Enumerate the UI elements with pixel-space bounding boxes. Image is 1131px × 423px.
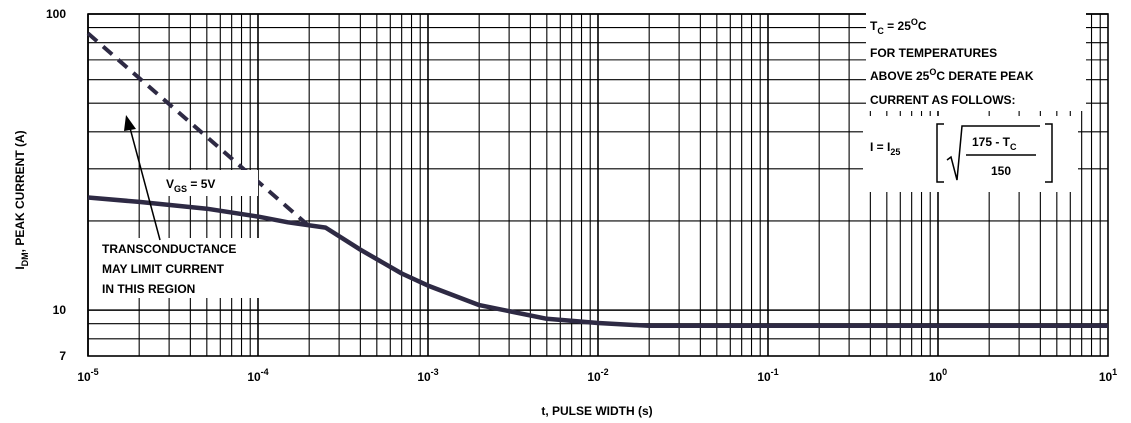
grid xyxy=(87,13,1109,357)
transconductance-note-bg xyxy=(98,238,288,298)
formula-bg xyxy=(863,116,1078,192)
formula-denominator: 150 xyxy=(991,164,1011,178)
formula-sqrt-sign xyxy=(946,125,1040,181)
y-tick-label: 10 xyxy=(53,303,67,317)
series-peak-current-line xyxy=(87,195,1108,329)
x-tick-label: 10-5 xyxy=(77,367,98,384)
y-tick-label: 100 xyxy=(46,7,66,21)
tick-labels: 10-5 10-4 10-3 10-2 10-1 100 101 100 10 7 xyxy=(46,7,1117,384)
series-dashed-limit-line xyxy=(86,31,311,228)
derate-note-bg xyxy=(866,13,1086,111)
transconductance-line-1: TRANSCONDUCTANCE xyxy=(102,242,236,256)
formula-numerator: 175 - TC xyxy=(972,135,1017,152)
formula-right-bracket xyxy=(1045,123,1053,183)
x-tick-label: 101 xyxy=(1099,367,1117,384)
series-group xyxy=(86,31,1108,329)
x-tick-label: 10-2 xyxy=(587,367,608,384)
x-axis-label: t, PULSE WIDTH (s) xyxy=(541,404,652,418)
formula-lhs: I = I25 xyxy=(870,140,900,157)
y-axis-label: IDM, PEAK CURRENT (A) xyxy=(13,130,30,269)
annotation-pointer-line xyxy=(129,127,161,241)
plot-frame xyxy=(87,13,1109,357)
annotation-pointer-arrowhead xyxy=(124,115,136,131)
vgs-label: VGS = 5V xyxy=(166,177,215,194)
formula-left-bracket xyxy=(936,123,944,183)
derate-line-3: CURRENT AS FOLLOWS: xyxy=(870,93,1016,107)
x-tick-label: 10-3 xyxy=(417,367,438,384)
tc-label: TC = 25OC xyxy=(870,17,927,36)
x-tick-label: 100 xyxy=(929,367,947,384)
x-tick-label: 10-4 xyxy=(247,367,268,384)
transconductance-line-3: IN THIS REGION xyxy=(102,282,195,296)
vgs-label-bg xyxy=(160,170,258,196)
transconductance-line-2: MAY LIMIT CURRENT xyxy=(102,262,225,276)
y-tick-label: 7 xyxy=(59,349,66,363)
x-tick-label: 10-1 xyxy=(757,367,778,384)
derate-line-2: ABOVE 25OC DERATE PEAK xyxy=(870,67,1034,83)
derate-line-1: FOR TEMPERATURES xyxy=(870,46,997,60)
